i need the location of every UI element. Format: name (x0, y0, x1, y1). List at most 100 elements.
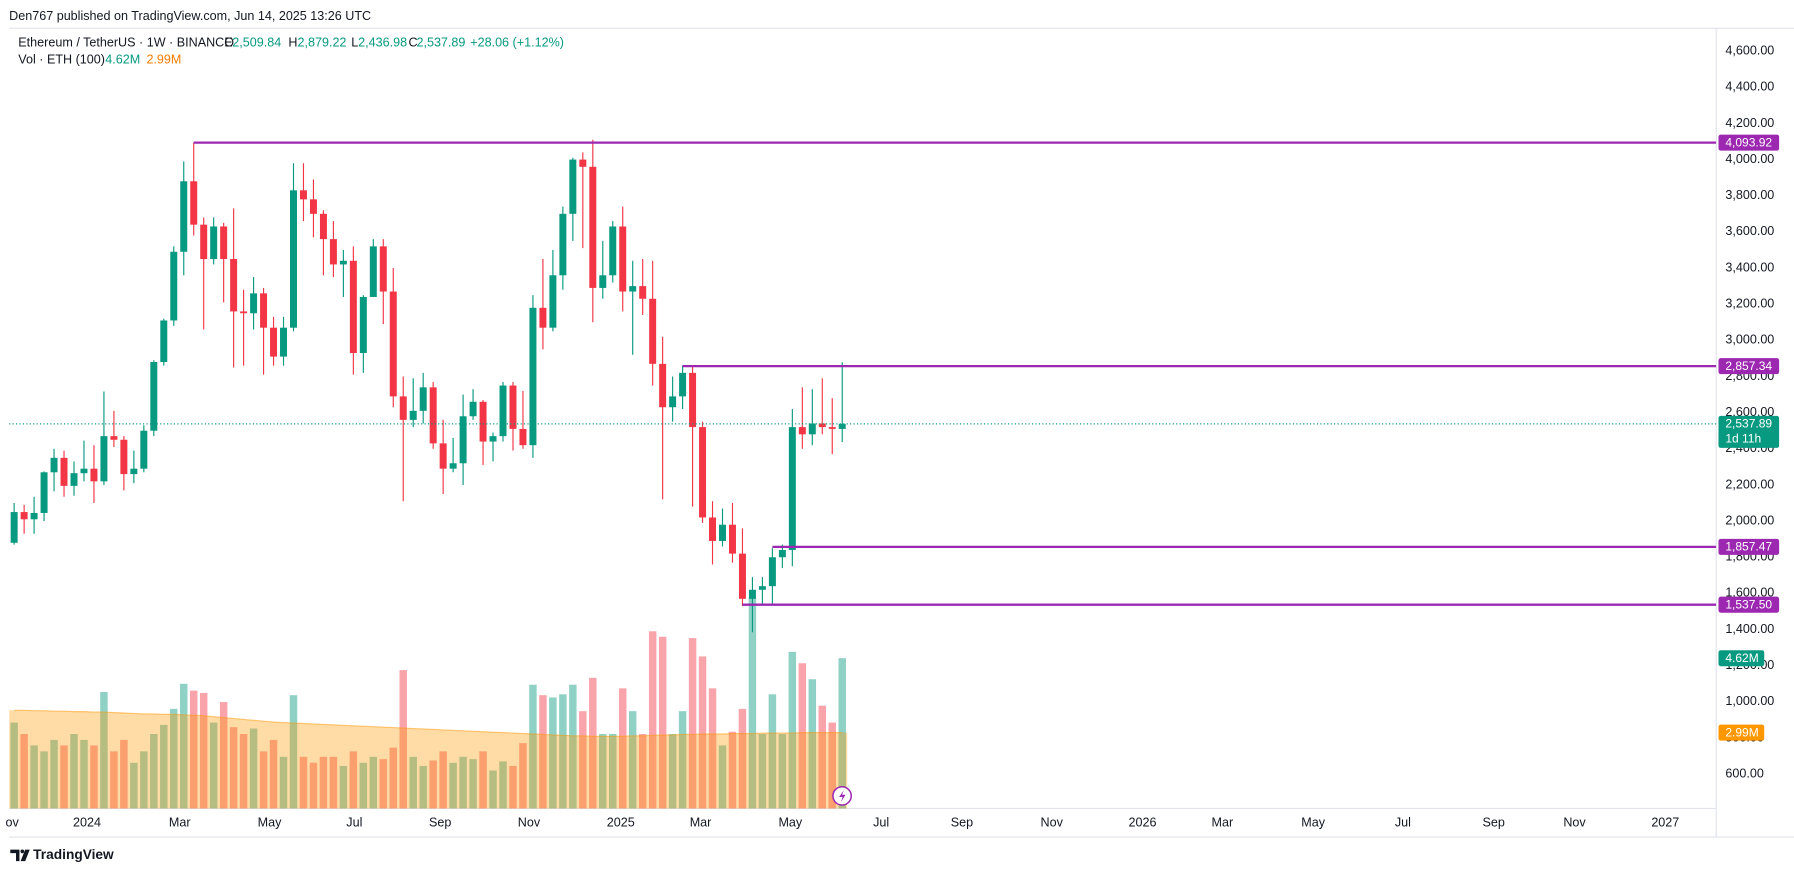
volume-bar (549, 697, 557, 809)
volume-bar (698, 656, 707, 809)
candle-body (768, 557, 776, 587)
candle-body (409, 410, 417, 420)
volume-bar (708, 688, 717, 809)
volume-bar (259, 751, 268, 809)
ohlc-key: C (408, 35, 417, 49)
volume-bar (768, 694, 777, 809)
volume-bar (389, 747, 398, 809)
y-tick-label: 3,600.00 (1725, 224, 1774, 238)
candle-body (349, 260, 357, 353)
volume-bar (529, 684, 537, 809)
candle-body (90, 468, 98, 482)
volume-bar (329, 756, 338, 809)
volume-bar (110, 751, 118, 809)
volume-bar (299, 756, 308, 809)
candle-body (499, 385, 507, 437)
candle-body (260, 293, 268, 328)
x-tick-label: 2026 (1129, 816, 1157, 830)
candle-body (220, 226, 228, 260)
candle-body (40, 472, 48, 513)
y-tick-label: 4,400.00 (1725, 80, 1774, 94)
candle-body (369, 246, 377, 297)
candle-body (359, 296, 367, 353)
candle-body (469, 401, 477, 417)
y-tick-label: 600.00 (1725, 766, 1763, 780)
ohlc-key: L (351, 35, 358, 49)
x-tick-label: Nov (1563, 816, 1586, 830)
volume-tag-label: 4.62M (1725, 651, 1758, 665)
volume-bar (688, 638, 697, 809)
publish-header: Den767 published on TradingView.com, Jun… (9, 9, 371, 23)
volume-bar (589, 677, 597, 809)
volume-bar (170, 708, 178, 809)
volume-bar (60, 745, 68, 809)
x-tick-label: Jul (873, 816, 889, 830)
candle-body (738, 553, 746, 599)
candle-body (20, 512, 28, 520)
volume-bar (379, 759, 388, 809)
volume-bar (499, 761, 507, 809)
candle-body (818, 423, 826, 428)
logo-text: TradingView (33, 847, 114, 862)
volume-bar (40, 751, 48, 809)
volume-bar (70, 733, 78, 809)
candle-body (449, 463, 457, 469)
level-tag (1718, 596, 1780, 613)
y-tick-label: 1,400.00 (1725, 622, 1774, 636)
candle-body (639, 286, 647, 299)
volume-pane (9, 597, 848, 809)
ohlc-value: 2,537.89 (416, 35, 465, 49)
volume-bar (718, 745, 727, 809)
candle-body (60, 457, 68, 486)
volume-bar (509, 765, 517, 809)
logo-mark (10, 849, 30, 862)
axes: 600.00800.001,000.001,200.001,400.001,60… (5, 43, 1780, 830)
candle-body (699, 427, 707, 518)
volume-bar (579, 711, 587, 809)
alert-button[interactable] (832, 786, 852, 806)
y-tick-label: 3,800.00 (1725, 188, 1774, 202)
candle-body (539, 307, 547, 328)
volume-bar (818, 705, 827, 809)
volume-bar (289, 695, 298, 809)
candle-body (579, 159, 587, 167)
logo-dot (20, 849, 25, 854)
x-tick-label: Sep (1483, 816, 1505, 830)
x-tick-label: Jul (1395, 816, 1411, 830)
candle-body (270, 327, 278, 357)
volume-bar (658, 636, 667, 809)
ohlc-value: 2,879.22 (297, 35, 346, 49)
volume-bar (569, 684, 577, 809)
candle-body (429, 387, 437, 444)
last-price-tag (1718, 415, 1780, 448)
volume-bar (90, 745, 98, 809)
level-tag (1718, 134, 1780, 151)
candle-body (519, 428, 527, 446)
alert-icon[interactable] (839, 790, 846, 803)
volume-bar (160, 724, 168, 809)
y-tick-label: 2,600.00 (1725, 405, 1774, 419)
candle-body (619, 226, 627, 292)
x-tick-label: May (778, 816, 802, 830)
volume-bar (648, 631, 657, 809)
candle-body (549, 275, 557, 328)
candle-body (170, 251, 178, 321)
candle-body (828, 427, 836, 429)
candle-body (569, 159, 577, 214)
volume-bar (30, 745, 38, 809)
volume-bar (309, 762, 318, 809)
candle-body (379, 246, 387, 292)
candle-body (679, 372, 687, 397)
candle-body (389, 291, 397, 397)
volume-bar (140, 751, 148, 809)
candle-body (748, 589, 756, 599)
volume-ma-value: 2.99M (146, 53, 181, 67)
x-tick-label: Sep (429, 816, 451, 830)
candle-body (200, 224, 208, 260)
volume-bar (180, 683, 188, 809)
candle-body (319, 213, 327, 240)
candle-body (240, 311, 248, 314)
y-tick-label: 2,200.00 (1725, 477, 1774, 491)
candle-body (489, 436, 497, 442)
candle-body (70, 473, 78, 486)
